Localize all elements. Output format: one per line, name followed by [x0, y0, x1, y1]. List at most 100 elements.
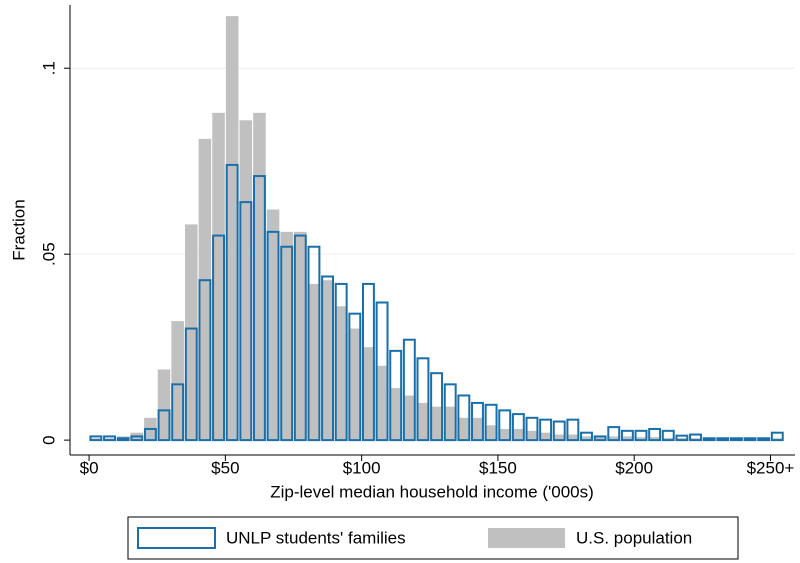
histogram-bar	[484, 425, 498, 441]
histogram-bar	[239, 201, 253, 442]
histogram-bar	[212, 234, 225, 442]
histogram-bar	[416, 357, 430, 442]
histogram-bar	[648, 427, 662, 442]
histogram-bar	[661, 437, 675, 441]
histogram-bar	[525, 430, 539, 441]
histogram-bar	[621, 436, 634, 441]
histogram-bar	[593, 436, 607, 441]
histogram-bar	[294, 231, 307, 441]
histogram-bar	[443, 383, 457, 442]
legend-swatch	[137, 527, 216, 549]
histogram-bar	[403, 395, 416, 441]
histogram-bar	[634, 437, 648, 441]
histogram-bar	[348, 312, 362, 442]
x-axis-title: Zip-level median household income ('000s…	[270, 482, 594, 501]
legend-label: U.S. population	[576, 528, 692, 547]
histogram-bar	[184, 327, 198, 442]
histogram-bar	[430, 372, 444, 442]
histogram-bar	[266, 230, 280, 442]
histogram-bar	[484, 403, 498, 442]
histogram-bar	[334, 306, 348, 441]
legend-label: UNLP students' families	[226, 528, 406, 547]
histogram-bar	[675, 437, 689, 441]
histogram-bar	[130, 435, 144, 442]
histogram-bar	[580, 431, 593, 442]
histogram-bar	[239, 120, 253, 441]
y-axis-title: Fraction	[9, 199, 28, 260]
histogram-bar	[498, 428, 511, 441]
histogram-bar	[307, 245, 321, 442]
histogram-bar	[512, 428, 525, 441]
legend-box	[127, 516, 739, 560]
histogram-bar	[511, 413, 525, 442]
histogram-bar	[607, 436, 621, 441]
histogram-bar	[566, 418, 580, 442]
histogram-bar	[416, 402, 430, 441]
histogram-bar	[634, 429, 648, 442]
histogram-bar	[389, 349, 403, 442]
histogram-bar	[198, 138, 212, 441]
histogram-bar	[552, 420, 566, 442]
histogram-bar	[471, 417, 484, 441]
histogram-bar	[702, 437, 716, 442]
histogram-bar	[757, 437, 771, 442]
histogram-bar	[280, 231, 293, 441]
legend-swatch	[488, 528, 565, 548]
x-tick-label: $200	[615, 458, 653, 477]
histogram-bar	[566, 434, 580, 441]
histogram-bar	[307, 283, 321, 441]
histogram-bar	[389, 388, 402, 441]
histogram-bar	[185, 224, 198, 441]
histogram-bar	[539, 432, 552, 441]
histogram-bar	[620, 429, 634, 442]
histogram-bar	[648, 437, 661, 441]
histogram-bar	[443, 406, 457, 441]
histogram-bar	[689, 433, 702, 442]
x-tick-label: $150	[479, 458, 517, 477]
histogram-bar	[402, 338, 416, 442]
histogram-bar	[225, 16, 239, 441]
histogram-bar	[116, 437, 130, 442]
histogram-bar	[293, 234, 307, 442]
histogram-bar	[661, 429, 675, 442]
histogram-bar	[253, 112, 266, 441]
histogram-bar	[280, 245, 294, 442]
histogram-bar	[212, 112, 225, 441]
histogram-bar	[552, 434, 566, 441]
y-tick-label: .05	[39, 242, 58, 266]
histogram-bar	[225, 163, 239, 442]
histogram-bar	[171, 383, 185, 442]
y-tick-label: 0	[39, 435, 58, 444]
histogram-bar	[743, 437, 757, 442]
histogram-bar	[171, 321, 184, 441]
histogram-bar	[103, 435, 116, 442]
histogram-bar	[361, 282, 375, 442]
histogram-bar	[362, 347, 375, 441]
histogram-bar	[675, 434, 689, 442]
histogram-bar	[607, 426, 621, 442]
histogram-bar	[457, 417, 471, 441]
x-tick-label: $50	[211, 458, 239, 477]
histogram-bar	[89, 435, 103, 442]
histogram-bar	[375, 301, 389, 442]
histogram-bar	[471, 401, 484, 442]
histogram-bar	[157, 409, 171, 442]
histogram-bar	[266, 209, 280, 441]
histogram-bar	[334, 282, 348, 442]
histogram-bar	[252, 175, 266, 442]
histogram-bar	[580, 436, 593, 441]
histogram-bar	[348, 328, 362, 441]
histogram-bar	[729, 437, 743, 442]
histogram-bar	[321, 275, 335, 442]
histogram-bar	[716, 437, 730, 442]
x-tick-label: $100	[343, 458, 381, 477]
x-tick-label: $0	[80, 458, 99, 477]
histogram-bar	[593, 435, 607, 442]
histogram-bar	[539, 418, 553, 442]
histogram-bar	[457, 394, 471, 442]
x-tick-label: $250+	[747, 458, 795, 477]
histogram-bar	[375, 365, 389, 441]
histogram-bar	[198, 279, 212, 442]
